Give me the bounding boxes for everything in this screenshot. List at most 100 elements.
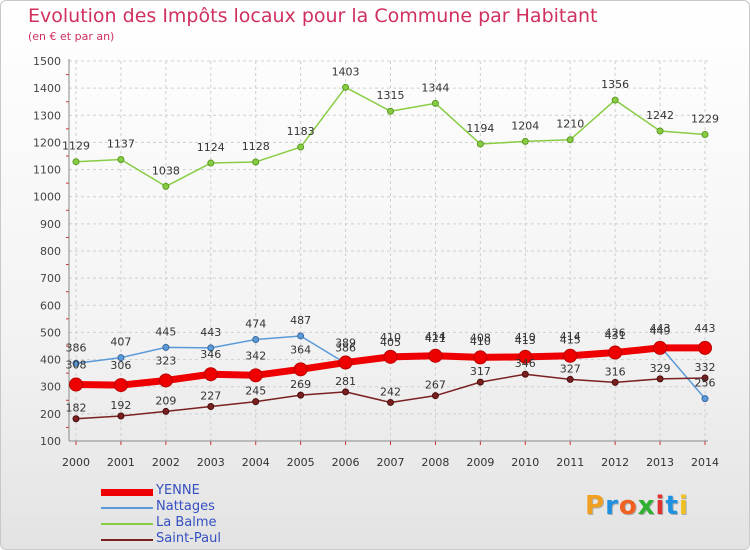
data-point-nattages — [701, 395, 709, 403]
data-label-la-balme: 1403 — [332, 65, 360, 78]
data-label-saint-paul: 317 — [470, 365, 491, 378]
x-tick-label: 2011 — [556, 456, 584, 469]
data-label-la-balme: 1128 — [242, 140, 270, 153]
data-point-yenne — [293, 362, 308, 377]
data-label-la-balme: 1204 — [511, 119, 539, 132]
data-label-nattages: 421 — [425, 332, 446, 345]
data-label-la-balme: 1183 — [287, 125, 315, 138]
chart-legend: YENNE Nattages La Balme Saint-Paul — [101, 483, 301, 548]
data-label-yenne: 346 — [200, 348, 221, 361]
data-point-saint-paul — [117, 412, 125, 420]
data-label-la-balme: 1038 — [152, 164, 180, 177]
chart-title: Evolution des Impôts locaux pour la Comm… — [28, 5, 598, 27]
data-label-yenne: 308 — [66, 359, 87, 372]
data-point-saint-paul — [431, 392, 439, 400]
data-point-nattages — [72, 359, 80, 367]
data-label-saint-paul: 281 — [335, 375, 356, 388]
y-tick-label: 300 — [40, 381, 61, 394]
y-tick-label: 1000 — [33, 191, 61, 204]
data-label-saint-paul: 269 — [290, 378, 311, 391]
data-label-saint-paul: 227 — [200, 390, 221, 403]
data-point-yenne — [518, 349, 533, 364]
data-point-nattages — [207, 344, 215, 352]
data-label-nattages: 415 — [560, 334, 581, 347]
data-point-yenne — [383, 349, 398, 364]
data-point-saint-paul — [476, 378, 484, 386]
data-label-saint-paul: 245 — [245, 385, 266, 398]
data-point-yenne — [69, 377, 83, 392]
data-label-saint-paul: 182 — [66, 402, 87, 415]
legend-item-nattages: Nattages — [101, 499, 301, 516]
legend-swatch-saint-paul — [101, 539, 153, 541]
data-point-la-balme — [701, 131, 709, 139]
data-point-saint-paul — [387, 398, 394, 406]
data-label-nattages: 410 — [470, 335, 491, 348]
data-label-nattages: 443 — [200, 326, 221, 339]
data-point-la-balme — [611, 96, 619, 104]
data-point-yenne — [608, 345, 623, 360]
data-label-nattages: 405 — [380, 336, 401, 349]
data-label-saint-paul: 346 — [515, 357, 536, 370]
y-tick-label: 400 — [40, 354, 61, 367]
data-label-nattages: 386 — [335, 341, 356, 354]
legend-label-nattages: Nattages — [156, 499, 215, 514]
data-point-yenne — [248, 368, 263, 383]
data-point-la-balme — [521, 137, 529, 145]
y-tick-label: 600 — [40, 299, 61, 312]
data-label-yenne: 323 — [155, 354, 176, 367]
x-tick-label: 2000 — [62, 456, 90, 469]
legend-item-yenne: YENNE — [101, 483, 301, 500]
data-label-yenne: 342 — [245, 349, 266, 362]
x-tick-label: 2001 — [107, 456, 135, 469]
data-point-nattages — [117, 354, 125, 362]
legend-swatch-yenne — [101, 488, 153, 496]
data-label-nattages: 386 — [66, 341, 87, 354]
data-point-la-balme — [207, 159, 215, 167]
data-label-la-balme: 1124 — [197, 141, 225, 154]
data-label-nattages: 256 — [695, 377, 716, 390]
x-tick-label: 2013 — [646, 456, 674, 469]
data-point-la-balme — [566, 136, 574, 144]
y-tick-label: 1100 — [33, 164, 61, 177]
y-tick-label: 700 — [40, 272, 61, 285]
chart-subtitle: (en € et par an) — [28, 30, 115, 43]
legend-label-la-balme: La Balme — [156, 515, 217, 530]
data-point-saint-paul — [162, 407, 170, 415]
data-point-yenne — [338, 355, 353, 370]
x-tick-label: 2012 — [601, 456, 629, 469]
data-point-la-balme — [387, 107, 394, 115]
data-point-yenne — [113, 378, 128, 393]
x-tick-label: 2010 — [511, 456, 539, 469]
data-label-la-balme: 1194 — [466, 122, 494, 135]
data-label-la-balme: 1242 — [646, 109, 674, 122]
data-label-yenne: 414 — [425, 330, 446, 343]
data-point-la-balme — [162, 182, 170, 190]
x-tick-label: 2014 — [691, 456, 719, 469]
y-tick-label: 800 — [40, 245, 61, 258]
data-label-nattages: 474 — [245, 317, 266, 330]
x-tick-label: 2005 — [287, 456, 315, 469]
x-tick-label: 2006 — [332, 456, 360, 469]
data-label-saint-paul: 332 — [695, 361, 716, 374]
data-point-la-balme — [72, 158, 80, 166]
data-point-nattages — [297, 332, 305, 340]
data-point-nattages — [252, 335, 260, 343]
data-point-yenne — [473, 350, 488, 365]
data-point-saint-paul — [342, 388, 350, 396]
x-tick-label: 2004 — [242, 456, 270, 469]
data-label-nattages: 487 — [290, 314, 311, 327]
proxiti-logo: Proxiti — [585, 491, 689, 521]
data-point-la-balme — [117, 156, 125, 164]
chart-axes: 1002003004005006007008009001000110012001… — [33, 55, 719, 469]
x-tick-label: 2003 — [197, 456, 225, 469]
data-point-la-balme — [297, 143, 305, 151]
data-point-saint-paul — [72, 415, 80, 423]
data-label-saint-paul: 209 — [155, 394, 176, 407]
data-point-yenne — [428, 348, 443, 363]
legend-label-saint-paul: Saint-Paul — [156, 531, 221, 546]
data-label-la-balme: 1344 — [421, 81, 449, 94]
data-label-nattages: 449 — [650, 324, 671, 337]
data-point-la-balme — [342, 83, 350, 91]
